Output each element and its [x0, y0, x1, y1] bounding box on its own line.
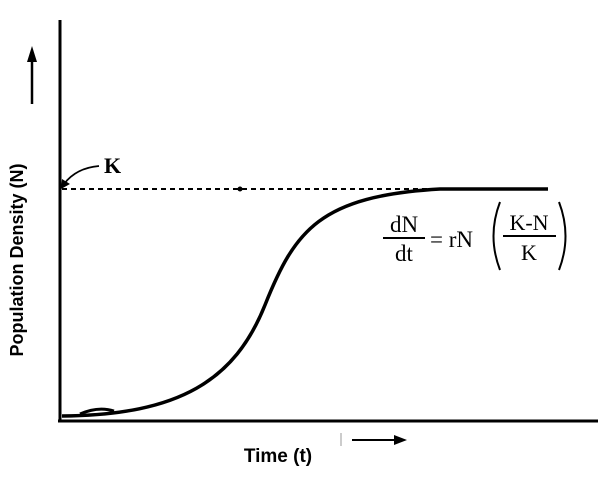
k-pointer-arrowhead — [61, 179, 70, 189]
lhs-numerator: dN — [390, 212, 419, 237]
y-axis-label: Population Density (N) — [7, 163, 27, 356]
x-axis-label: Time (t) — [244, 446, 312, 467]
left-parenthesis — [492, 201, 501, 271]
curve-start-blob — [79, 407, 115, 416]
rhs-denominator: K — [521, 240, 537, 265]
rhs-numerator: K-N — [509, 210, 548, 235]
capacity-label: K — [104, 153, 121, 178]
logistic-equation: dN dt = rN K-N K — [383, 201, 567, 271]
y-axis-arrow-icon — [27, 46, 37, 104]
right-parenthesis — [558, 201, 567, 271]
x-axis-arrow-icon — [340, 433, 407, 446]
lhs-denominator: dt — [395, 241, 414, 266]
logistic-growth-curve — [61, 187, 548, 418]
k-pointer-arrow-icon — [63, 165, 100, 185]
equals-rN: = rN — [430, 227, 473, 252]
capacity-line-dot — [237, 186, 243, 192]
